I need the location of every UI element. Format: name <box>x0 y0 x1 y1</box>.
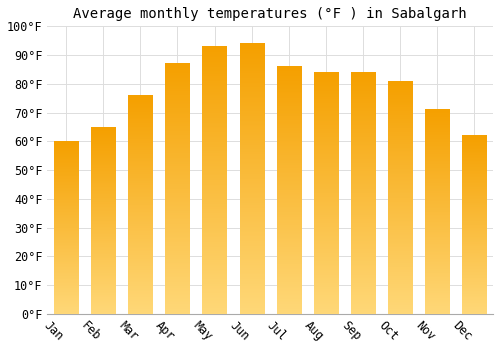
Bar <box>388 81 412 314</box>
Bar <box>166 64 190 314</box>
Bar <box>91 127 115 314</box>
Bar <box>314 72 338 314</box>
Bar <box>462 135 486 314</box>
Bar <box>128 95 152 314</box>
Title: Average monthly temperatures (°F ) in Sabalgarh: Average monthly temperatures (°F ) in Sa… <box>74 7 467 21</box>
Bar <box>426 110 450 314</box>
Bar <box>240 43 264 314</box>
Bar <box>54 141 78 314</box>
Bar <box>202 47 226 314</box>
Bar <box>276 66 301 314</box>
Bar <box>351 72 375 314</box>
